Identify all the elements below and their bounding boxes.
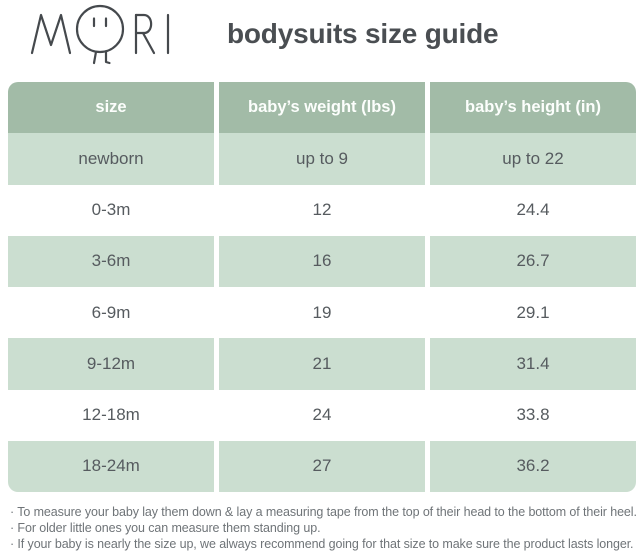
table-cell: 29.1 [430, 287, 636, 339]
note-line: · To measure your baby lay them down & l… [10, 505, 637, 519]
table-cell: newborn [8, 133, 214, 185]
table-cell: 6-9m [8, 287, 214, 339]
note-line: · If your baby is nearly the size up, we… [10, 536, 634, 551]
table-cell: 3-6m [8, 235, 214, 287]
table-cell: up to 9 [219, 133, 425, 185]
mori-logo-icon [30, 4, 170, 65]
table-cell: 24.4 [430, 184, 636, 236]
table-cell: 18-24m [8, 440, 214, 492]
table-cell: 16 [219, 235, 425, 287]
table-cell: 19 [219, 287, 425, 339]
table-cell: 0-3m [8, 184, 214, 236]
table-cell: 24 [219, 389, 425, 441]
page-title: bodysuits size guide [227, 18, 499, 49]
mori-logo [28, 3, 178, 67]
measuring-notes: · To measure your baby lay them down & l… [10, 505, 637, 552]
table-cell: 9-12m [8, 338, 214, 390]
header-cell: size [8, 82, 214, 134]
size-table: size baby’s weight (lbs) baby’s height (in… [8, 82, 636, 492]
table-cell: up to 22 [430, 133, 636, 185]
table-cell: 31.4 [430, 338, 636, 390]
header-cell: baby’s weight (lbs) [219, 82, 425, 134]
table-cell: 26.7 [430, 235, 636, 287]
header-cell: baby’s height (in) [430, 82, 636, 134]
table-cell: 12 [219, 184, 425, 236]
table-cell: 21 [219, 338, 425, 390]
note-line: · For older little ones you can measure … [10, 520, 321, 535]
table-cell: 33.8 [430, 389, 636, 441]
table-cell: 27 [219, 440, 425, 492]
table-cell: 12-18m [8, 389, 214, 441]
table-cell: 36.2 [430, 440, 636, 492]
